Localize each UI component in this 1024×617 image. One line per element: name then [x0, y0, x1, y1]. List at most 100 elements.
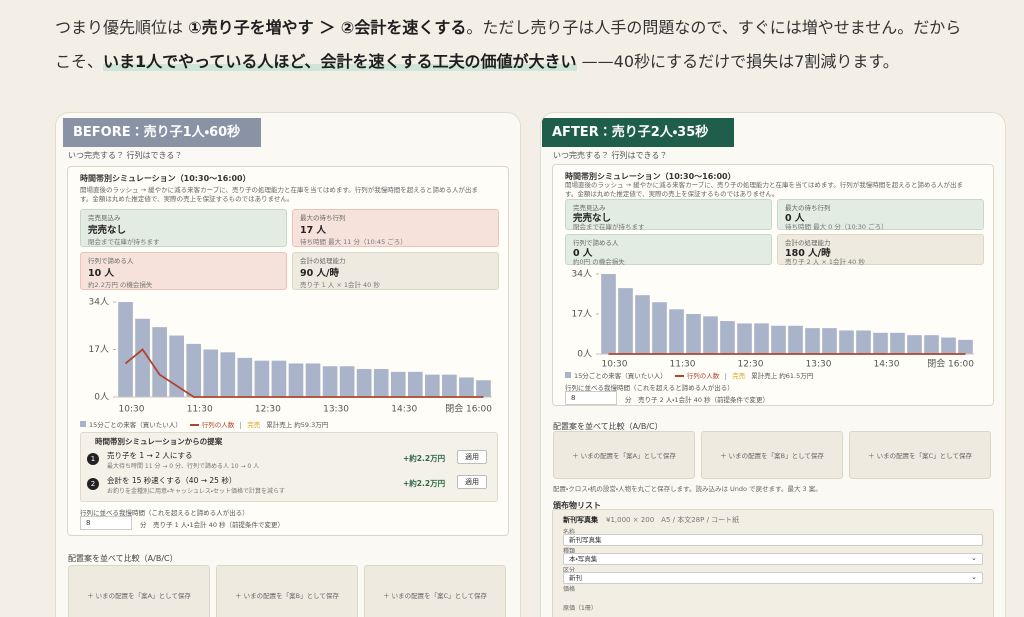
- x-tick-label: 10:30: [602, 360, 628, 370]
- item-header: 新刊写真集 ¥1,000 × 200 A5 / 本文28P / コート紙: [563, 515, 739, 525]
- chart: 0人 17人 34人 10:30 11:30 12:30 13:30 14:30 閉会 16:0…: [572, 270, 975, 370]
- bar: [254, 360, 270, 397]
- save-plan-button[interactable]: ＋ いまの配置を「案B」として保存: [701, 431, 843, 479]
- stat-label: 最大の待ち行列: [785, 204, 831, 212]
- bar: [720, 321, 735, 354]
- bar: [186, 343, 202, 397]
- legend-label: 15分ごとの来客（買いたい人）: [89, 421, 182, 429]
- legend-swatch: [80, 421, 86, 427]
- bar: [271, 360, 287, 397]
- x-tick-label: 11:30: [187, 405, 213, 415]
- bar: [839, 330, 854, 354]
- save-plan-button[interactable]: ＋ いまの配置を「案A」として保存: [553, 431, 695, 479]
- section-title: いつ完売する？ 行列はできる？: [68, 151, 183, 160]
- simulation-box: 時間帯別シミュレーション（10:30〜16:00） 開場直後のラッシュ → 緩やか…: [67, 166, 509, 536]
- suggestion-gain: +約2.2万円: [403, 454, 446, 463]
- panel-badge: BEFORE：売り子1人・60秒: [63, 118, 261, 147]
- section-title: いつ完売する？ 行列はできる？: [553, 151, 668, 160]
- legend-label: 15分ごとの来客（買いたい人）: [574, 372, 667, 380]
- bar: [373, 369, 389, 397]
- stat-note: 売り子 1 人 × 1会計 40 秒: [300, 281, 380, 289]
- bar: [425, 374, 440, 397]
- item-card: 新刊写真集 ¥1,000 × 200 A5 / 本文28P / コート紙 名称 新刊写…: [552, 509, 994, 617]
- save-plan-button[interactable]: ＋ いまの配置を「案B」として保存: [216, 565, 358, 617]
- bar: [652, 302, 667, 354]
- legend-label: 行列の人数: [201, 421, 235, 429]
- panel-badge: AFTER：売り子2人・35秒: [542, 118, 734, 147]
- stat-card: 完売見込み 完売なし 閉会まで在庫が持ちます: [80, 209, 287, 247]
- x-tick-label: 14:30: [391, 405, 417, 415]
- bar: [135, 318, 150, 397]
- patience-label: 行列に並べる我慢時間（これを超えると諦める人が出る）: [565, 384, 734, 392]
- bar: [737, 323, 752, 354]
- stat-label: 完売見込み: [88, 214, 121, 222]
- bar: [788, 325, 803, 354]
- stat-value: 完売なし: [88, 225, 127, 236]
- stat-label: 会計の処理能力: [300, 257, 346, 265]
- patience-input[interactable]: 8: [80, 516, 132, 530]
- bar: [703, 316, 718, 354]
- text-field[interactable]: 新刊写真集: [563, 534, 983, 546]
- save-plan-button[interactable]: ＋ いまの配置を「案C」として保存: [364, 565, 506, 617]
- stat-label: 会計の処理能力: [785, 239, 831, 247]
- field-label: 区分: [563, 567, 576, 574]
- sim-description: 開場直後のラッシュ → 緩やかに減る来客カーブに、売り子の処理能力と在庫を当ては…: [80, 186, 479, 203]
- apply-button[interactable]: 適用: [457, 475, 487, 489]
- bar: [924, 335, 939, 354]
- select-field[interactable]: 本・写真集: [563, 553, 983, 565]
- bar: [288, 363, 304, 397]
- field-label: 原価（1冊）: [563, 605, 597, 612]
- legend: 15分ごとの来客（買いたい人） 行列の人数 完売 累計売上 約61.5万円: [565, 370, 813, 380]
- legend-label: 累計売上 約59.3万円: [266, 421, 329, 429]
- legend-swatch: [565, 372, 571, 378]
- legend-divider: [240, 421, 242, 429]
- stat-value: 10 人: [88, 268, 115, 279]
- bar: [339, 366, 355, 397]
- bar: [958, 339, 973, 354]
- stat-value: 0 人: [573, 248, 593, 259]
- save-plan-button[interactable]: ＋ いまの配置を「案A」として保存: [68, 565, 210, 617]
- bar: [203, 349, 219, 397]
- y-tick-label: 34人: [572, 270, 592, 280]
- bar: [822, 328, 837, 354]
- stat-value: 0 人: [785, 213, 805, 224]
- stat-card: 会計の処理能力 90 人/時売り子 1 人 × 1会計 40 秒: [292, 252, 499, 290]
- stat-value: 90 人/時: [300, 268, 339, 279]
- apply-button[interactable]: 適用: [457, 450, 487, 464]
- stat-card: 完売見込み 完売なし 閉会まで在庫が持ちます: [565, 199, 772, 231]
- x-tick-label: 14:30: [874, 360, 900, 370]
- save-plan-button[interactable]: ＋ いまの配置を「案C」として保存: [849, 431, 991, 479]
- stat-note: 売り子 2 人 × 1会計 40 秒: [785, 258, 865, 266]
- x-tick-label: 13:30: [323, 405, 349, 415]
- bar: [237, 357, 253, 397]
- stat-card: 行列で諦める人 10 人約2.2万円 の機会損失: [80, 252, 287, 290]
- stat-card: 最大の待ち行列 0 人待ち時間 最大 0 分（10:30 ごろ）: [777, 199, 984, 231]
- legend-swatch: [189, 424, 199, 426]
- bar: [771, 325, 786, 354]
- bar: [152, 327, 167, 397]
- select-arrow: ⌄: [971, 554, 977, 562]
- bar: [169, 335, 184, 397]
- list-title: 頒布物リスト: [553, 501, 601, 510]
- select-field[interactable]: 新刊: [563, 572, 983, 584]
- legend-label: 完売: [247, 421, 261, 429]
- field-label: 種類: [563, 548, 576, 555]
- patience-label: 行列に並べる我慢時間（これを超えると諦める人が出る）: [80, 509, 249, 517]
- bar: [635, 295, 650, 354]
- stat-note: 約0円 の機会損失: [573, 258, 625, 266]
- suggestion-detail: お釣りを金種別に用意・キャッシュレス・セット価格で計算を減らす: [107, 488, 285, 495]
- legend: 15分ごとの来客（買いたい人） 行列の人数 完売 累計売上 約59.3万円: [80, 419, 328, 429]
- bar: [873, 332, 888, 354]
- compare-title: 配置案を並べて比較（A/B/C）: [553, 422, 663, 431]
- stat-value: 17 人: [300, 225, 327, 236]
- bar: [322, 366, 338, 397]
- stat-label: 完売見込み: [573, 204, 606, 212]
- sim-title: 時間帯別シミュレーション（10:30〜16:00）: [565, 172, 736, 181]
- patience-input[interactable]: 8: [565, 391, 617, 405]
- suggestion-gain: +約2.2万円: [403, 479, 446, 488]
- legend-swatch: [674, 375, 684, 377]
- suggestion-number: 1: [87, 453, 99, 465]
- suggestion-title: 売り子を 1 → 2 人にする: [107, 451, 193, 460]
- compare-title: 配置案を並べて比較（A/B/C）: [68, 554, 178, 563]
